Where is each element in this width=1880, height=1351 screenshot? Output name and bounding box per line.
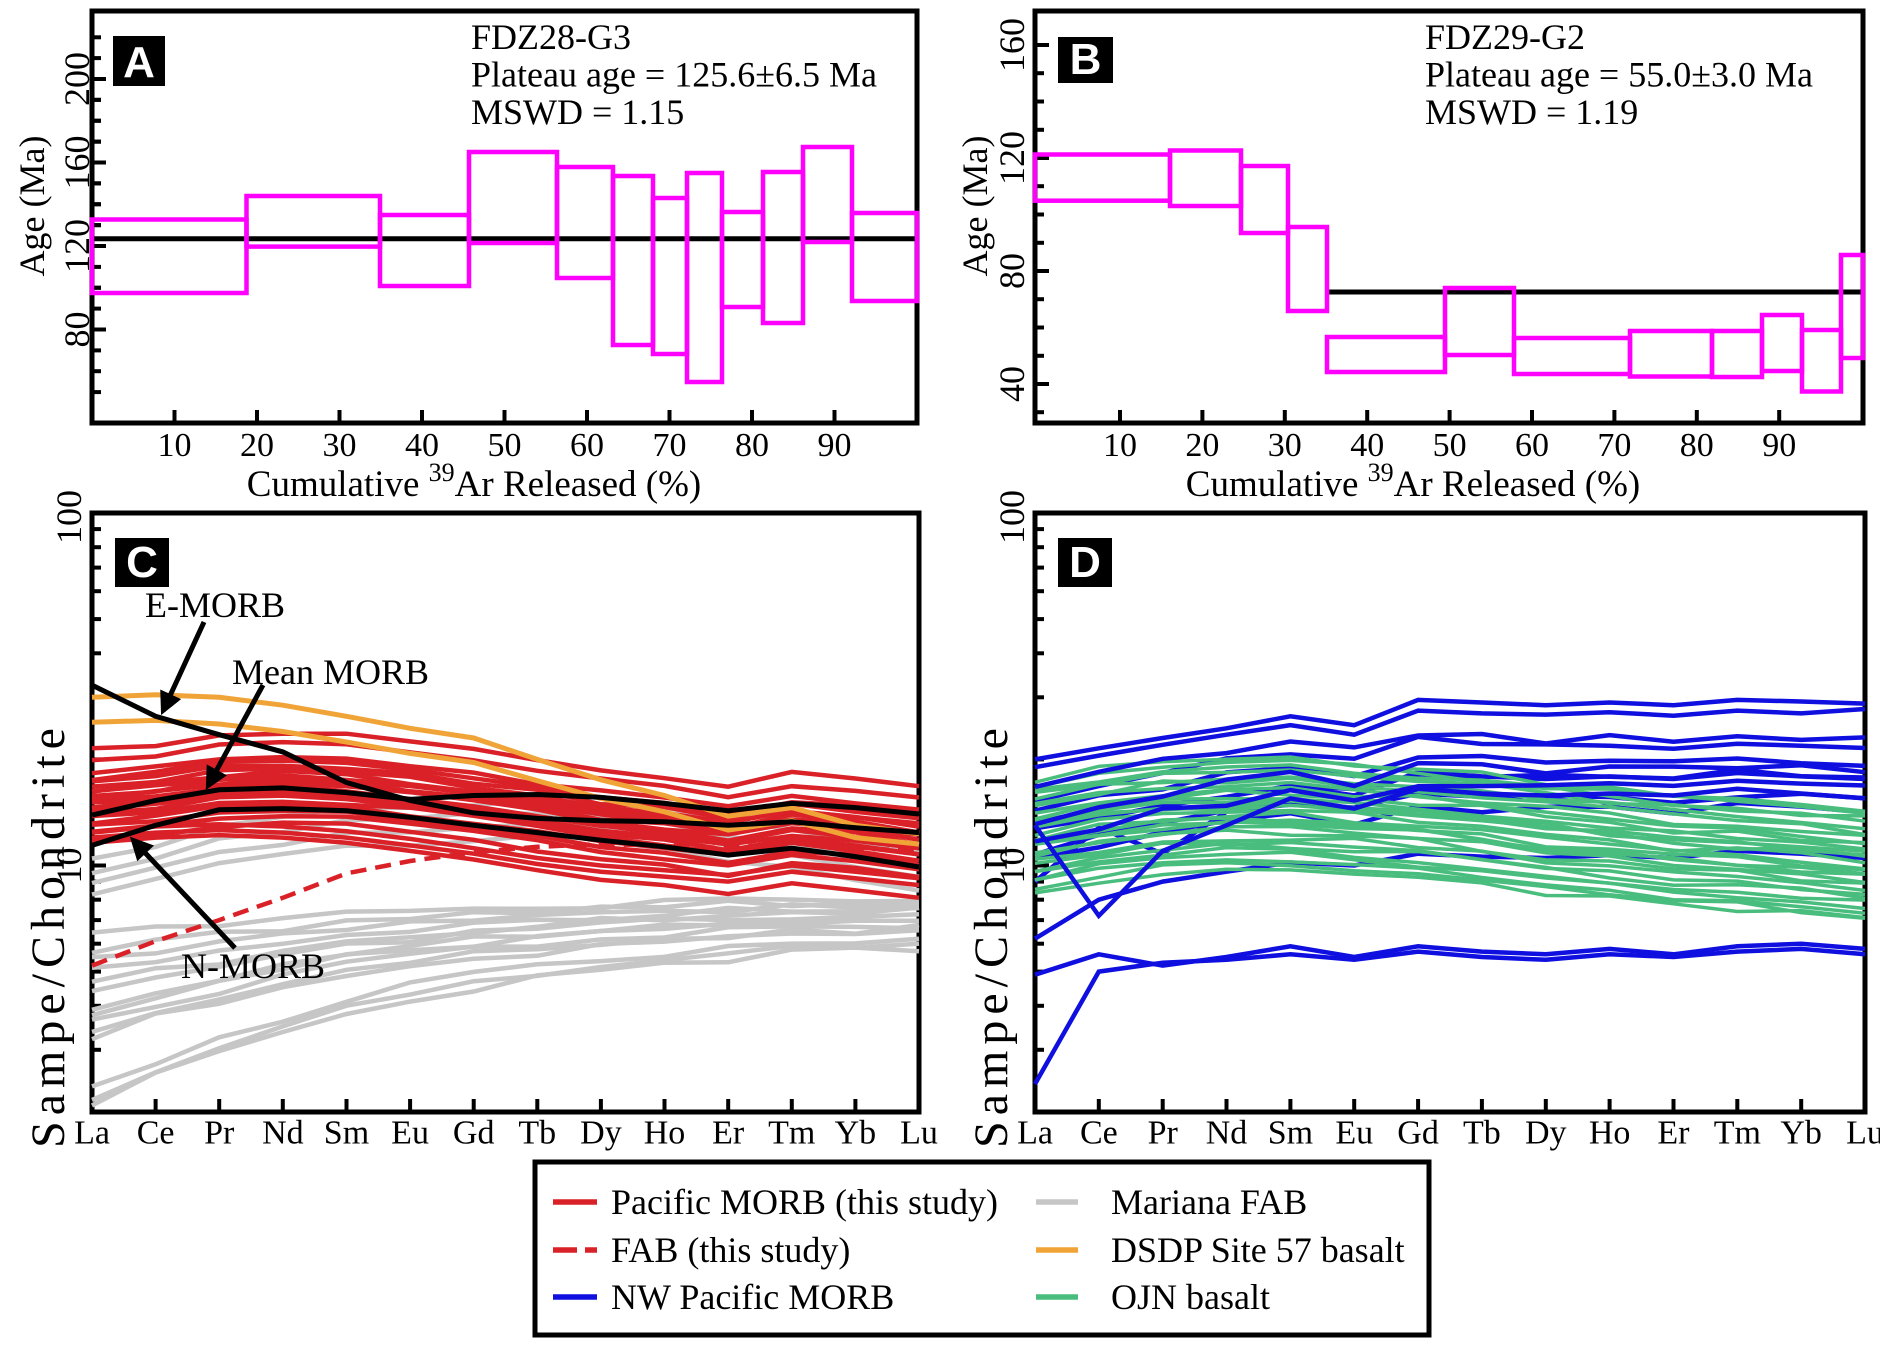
svg-text:Age (Ma): Age (Ma) — [12, 136, 52, 277]
svg-text:Cumulative 39Ar Released (%): Cumulative 39Ar Released (%) — [1186, 458, 1640, 505]
svg-text:Lu: Lu — [900, 1115, 938, 1152]
svg-text:Yb: Yb — [1780, 1115, 1822, 1152]
svg-text:Sm: Sm — [1268, 1115, 1313, 1152]
svg-text:160: 160 — [992, 18, 1032, 72]
svg-text:Er: Er — [1657, 1115, 1690, 1152]
svg-text:Gd: Gd — [1397, 1115, 1439, 1152]
svg-text:Cumulative 39Ar Released (%): Cumulative 39Ar Released (%) — [247, 458, 701, 505]
svg-text:OJN basalt: OJN basalt — [1111, 1277, 1270, 1317]
svg-text:Tb: Tb — [518, 1115, 556, 1152]
svg-text:Ce: Ce — [1080, 1115, 1118, 1152]
svg-text:MSWD = 1.15: MSWD = 1.15 — [471, 92, 684, 132]
svg-text:50: 50 — [488, 427, 522, 464]
svg-text:120: 120 — [57, 219, 97, 273]
svg-text:Pacific MORB (this study): Pacific MORB (this study) — [611, 1182, 998, 1222]
svg-text:Er: Er — [712, 1115, 745, 1152]
svg-text:20: 20 — [1185, 427, 1219, 464]
svg-text:40: 40 — [405, 427, 439, 464]
svg-text:Dy: Dy — [580, 1115, 622, 1152]
svg-text:50: 50 — [1433, 427, 1467, 464]
svg-text:Nd: Nd — [1206, 1115, 1248, 1152]
svg-text:Sampe/Chondrite: Sampe/Chondrite — [965, 722, 1018, 1148]
svg-text:70: 70 — [1597, 427, 1631, 464]
svg-text:Pr: Pr — [1148, 1115, 1179, 1152]
svg-text:10: 10 — [49, 848, 89, 884]
svg-text:70: 70 — [653, 427, 687, 464]
svg-text:La: La — [74, 1115, 110, 1152]
svg-text:Tm: Tm — [1714, 1115, 1761, 1152]
svg-text:Sampe/Chondrite: Sampe/Chondrite — [22, 722, 75, 1148]
svg-text:DSDP Site 57 basalt: DSDP Site 57 basalt — [1111, 1230, 1405, 1270]
svg-text:60: 60 — [1515, 427, 1549, 464]
svg-text:Plateau age = 125.6±6.5 Ma: Plateau age = 125.6±6.5 Ma — [471, 54, 877, 94]
svg-text:80: 80 — [735, 427, 769, 464]
svg-text:10: 10 — [992, 848, 1032, 884]
svg-text:N-MORB: N-MORB — [181, 946, 325, 986]
svg-text:Nd: Nd — [262, 1115, 304, 1152]
svg-text:Ho: Ho — [644, 1115, 686, 1152]
svg-text:80: 80 — [57, 312, 97, 348]
svg-text:90: 90 — [1762, 427, 1796, 464]
svg-text:Gd: Gd — [453, 1115, 495, 1152]
svg-text:Lu: Lu — [1846, 1115, 1880, 1152]
svg-text:Dy: Dy — [1525, 1115, 1567, 1152]
svg-text:160: 160 — [57, 136, 97, 190]
svg-text:Age (Ma): Age (Ma) — [955, 136, 995, 277]
svg-text:40: 40 — [1350, 427, 1384, 464]
svg-text:30: 30 — [1268, 427, 1302, 464]
svg-text:30: 30 — [323, 427, 357, 464]
svg-text:MSWD = 1.19: MSWD = 1.19 — [1425, 92, 1638, 132]
svg-text:C: C — [126, 538, 158, 587]
svg-text:120: 120 — [992, 131, 1032, 185]
svg-text:90: 90 — [818, 427, 852, 464]
svg-text:40: 40 — [992, 366, 1032, 402]
svg-text:60: 60 — [570, 427, 604, 464]
svg-text:E-MORB: E-MORB — [145, 585, 285, 625]
svg-text:Eu: Eu — [391, 1115, 429, 1152]
svg-text:100: 100 — [992, 490, 1032, 544]
svg-text:Tb: Tb — [1463, 1115, 1501, 1152]
svg-text:100: 100 — [49, 490, 89, 544]
svg-text:Pr: Pr — [204, 1115, 235, 1152]
svg-text:10: 10 — [158, 427, 192, 464]
svg-text:D: D — [1069, 538, 1101, 587]
svg-text:80: 80 — [1680, 427, 1714, 464]
svg-text:Plateau age = 55.0±3.0 Ma: Plateau age = 55.0±3.0 Ma — [1425, 54, 1813, 94]
svg-text:Mean MORB: Mean MORB — [232, 652, 429, 692]
svg-text:Ho: Ho — [1589, 1115, 1631, 1152]
svg-text:FDZ29-G2: FDZ29-G2 — [1425, 17, 1585, 57]
svg-text:80: 80 — [992, 253, 1032, 289]
svg-text:Sm: Sm — [324, 1115, 369, 1152]
svg-text:A: A — [123, 38, 155, 87]
svg-text:Ce: Ce — [137, 1115, 175, 1152]
svg-text:FAB (this study): FAB (this study) — [611, 1230, 850, 1270]
svg-text:Eu: Eu — [1335, 1115, 1373, 1152]
svg-text:B: B — [1070, 35, 1102, 84]
svg-text:Mariana FAB: Mariana FAB — [1111, 1182, 1307, 1222]
svg-text:FDZ28-G3: FDZ28-G3 — [471, 17, 631, 57]
svg-text:Tm: Tm — [768, 1115, 815, 1152]
svg-text:10: 10 — [1103, 427, 1137, 464]
svg-text:NW Pacific MORB: NW Pacific MORB — [611, 1277, 894, 1317]
svg-text:200: 200 — [57, 52, 97, 106]
svg-text:La: La — [1017, 1115, 1053, 1152]
svg-text:20: 20 — [240, 427, 274, 464]
svg-text:Yb: Yb — [835, 1115, 877, 1152]
